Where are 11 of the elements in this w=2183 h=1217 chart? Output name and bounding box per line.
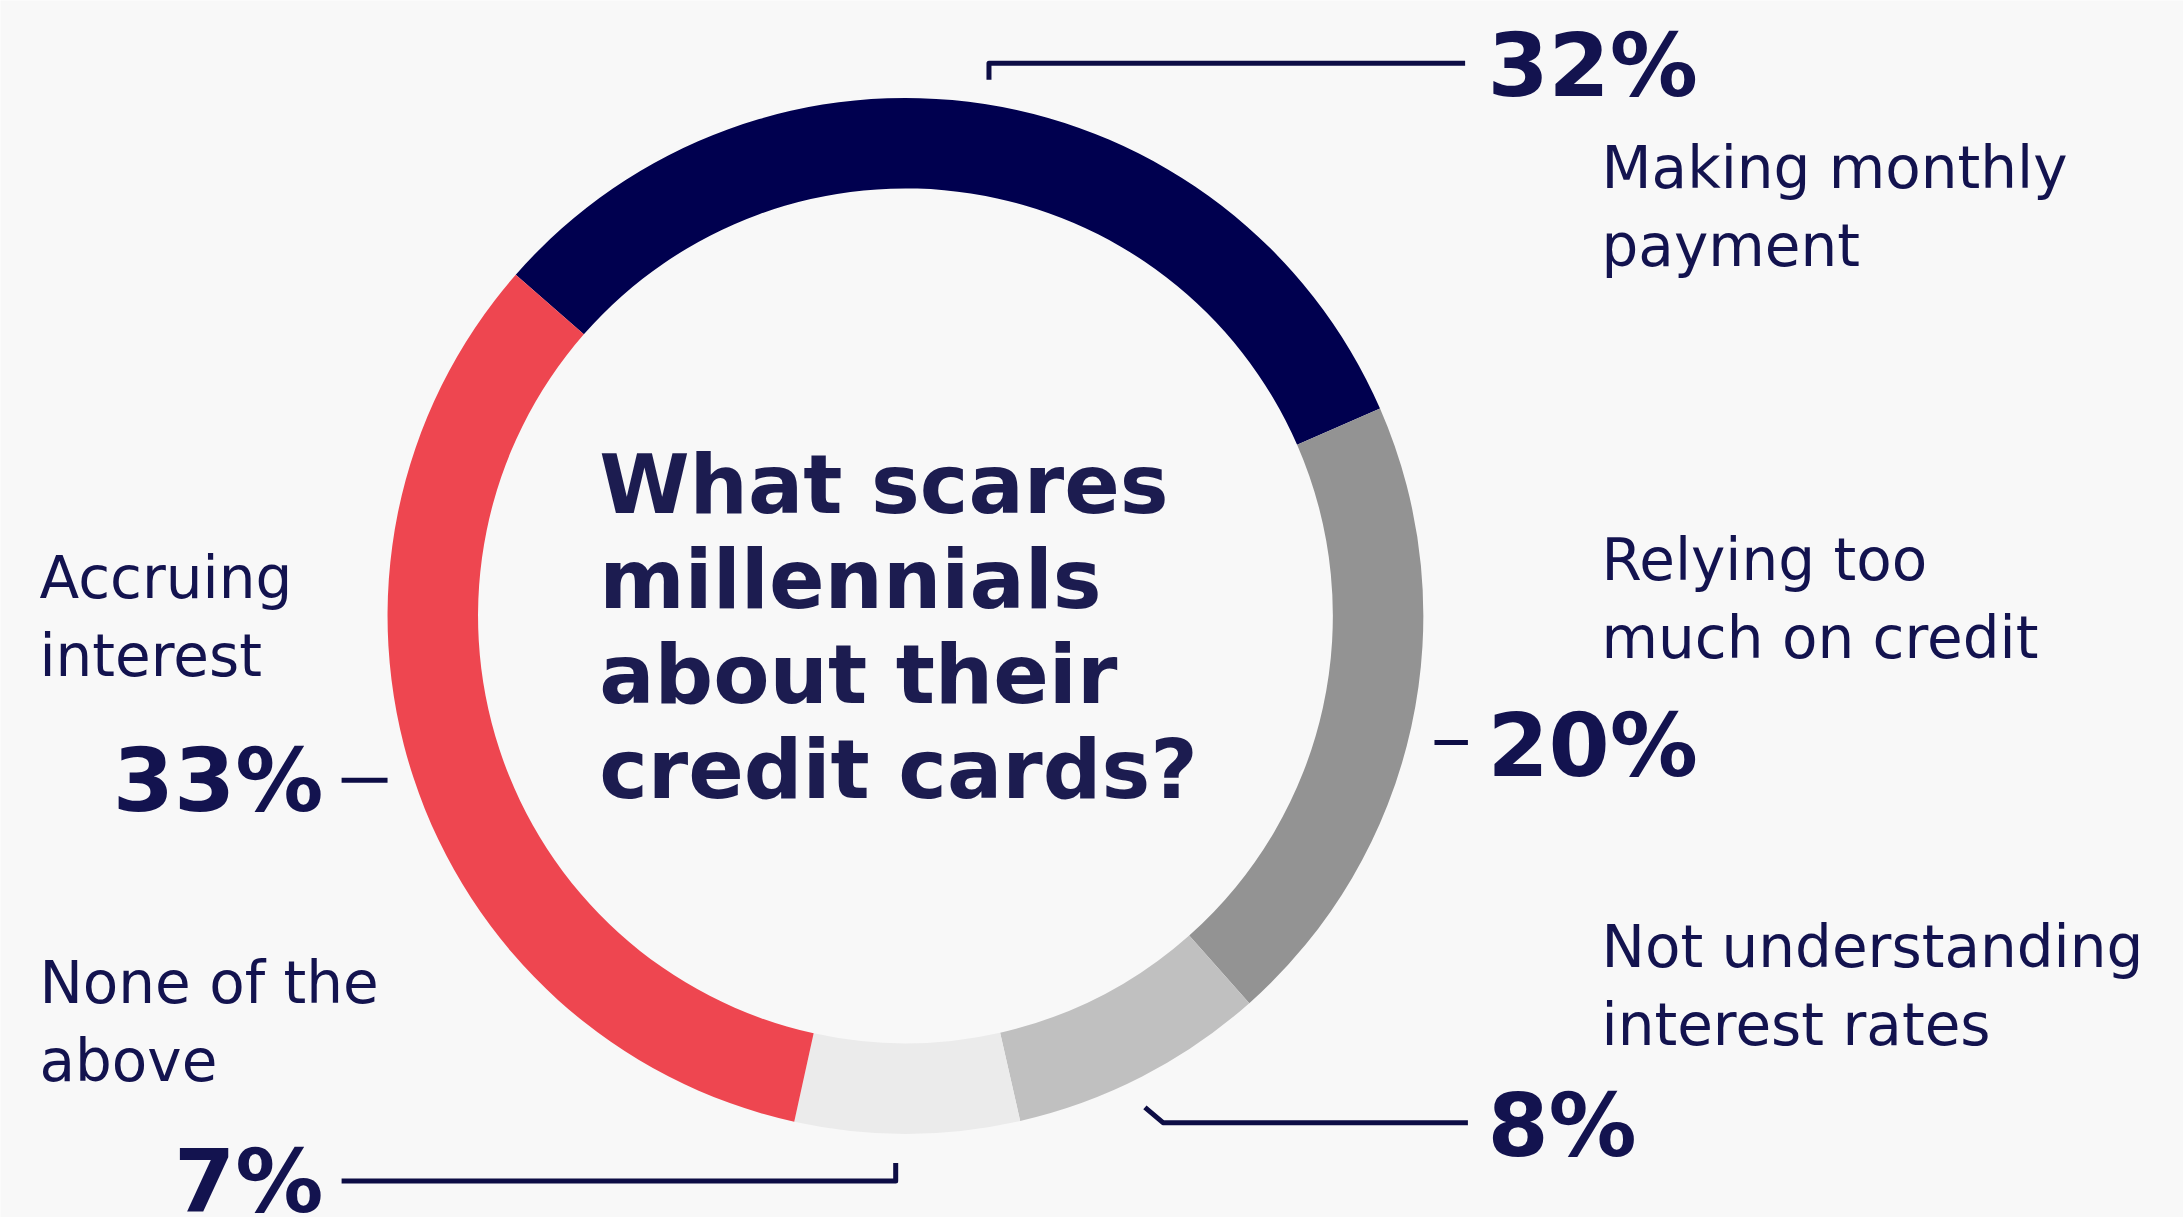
- data-label: 33%: [112, 728, 324, 832]
- data-label: 20%: [1487, 693, 1699, 797]
- slice-label: Making monthly payment: [1601, 133, 2068, 280]
- data-label: 32%: [1487, 14, 1699, 118]
- slice-label: Not understanding interest rates: [1601, 913, 2144, 1060]
- data-label: 7%: [174, 1129, 324, 1217]
- data-label: 8%: [1487, 1073, 1637, 1177]
- slice-label: Relying too much on credit: [1601, 526, 2039, 673]
- text: What scares millennials about their credit cards?: [599, 437, 1198, 817]
- slice-label: Accruing interest: [39, 544, 293, 691]
- slice-label: None of the above: [39, 949, 379, 1096]
